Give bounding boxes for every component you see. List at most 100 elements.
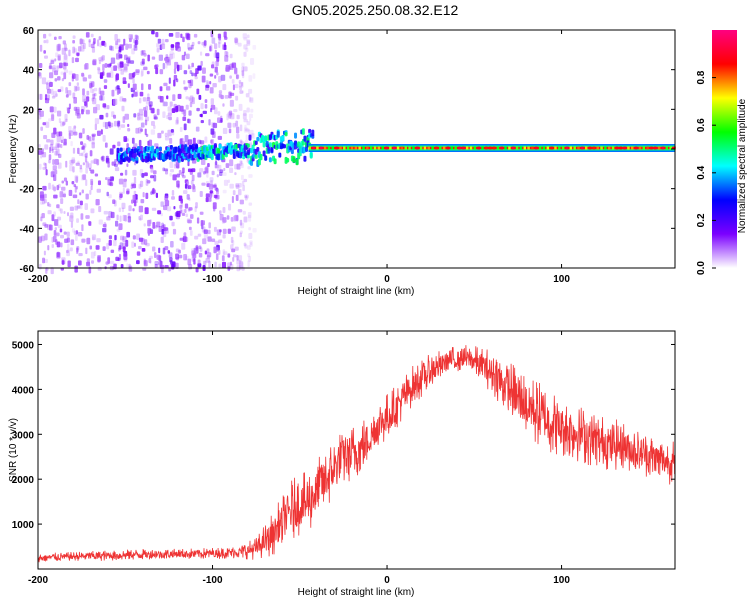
noise-cell (153, 116, 158, 120)
noise-cell (209, 190, 213, 194)
noise-cell (212, 202, 217, 210)
noise-cell (144, 119, 148, 126)
noise-cell (78, 152, 83, 157)
noise-cell (104, 121, 109, 129)
noise-cell (124, 214, 128, 222)
noise-cell (96, 238, 101, 243)
noise-cell (235, 126, 240, 134)
noise-cell (53, 106, 57, 113)
noise-cell (237, 42, 242, 47)
noise-cell (180, 198, 183, 204)
noise-cell (113, 120, 117, 127)
noise-cell (187, 139, 193, 145)
noise-cell (63, 55, 68, 63)
noise-cell (178, 254, 183, 259)
noise-cell (92, 41, 96, 45)
carrier-cell (592, 146, 596, 150)
noise-cell (164, 200, 170, 207)
noise-cell (105, 261, 109, 265)
noise-cell (113, 98, 118, 106)
noise-cell (79, 164, 83, 170)
noise-cell (61, 78, 64, 82)
noise-cell (189, 230, 193, 236)
carrier-cell (369, 146, 373, 150)
noise-cell (150, 129, 156, 135)
noise-cell (199, 113, 203, 118)
noise-cell (133, 190, 137, 195)
carrier-cell (504, 146, 507, 150)
noise-cell (162, 167, 166, 172)
noise-cell (248, 96, 252, 102)
noise-cell (235, 74, 240, 79)
band-cell (259, 153, 263, 161)
carrier-cell (412, 146, 415, 150)
noise-cell (217, 117, 221, 124)
noise-cell (201, 182, 206, 186)
noise-cell (118, 245, 122, 250)
noise-cell (249, 129, 254, 136)
noise-cell (239, 232, 242, 238)
noise-cell (187, 185, 192, 190)
noise-cell (189, 95, 194, 103)
noise-cell (137, 112, 140, 117)
noise-cell (135, 69, 140, 73)
noise-cell (102, 134, 106, 142)
noise-cell (188, 97, 191, 101)
carrier-cell (408, 146, 411, 150)
noise-cell (179, 126, 183, 133)
carrier-core (308, 146, 675, 150)
noise-cell (200, 119, 204, 124)
noise-cell (198, 252, 203, 258)
noise-cell (235, 120, 239, 127)
noise-cell (43, 250, 46, 256)
band-cell (262, 141, 266, 148)
noise-cell (86, 135, 90, 140)
noise-cell (153, 125, 156, 129)
noise-cell (45, 39, 49, 44)
noise-cell (145, 133, 149, 138)
noise-cell (134, 34, 138, 40)
noise-cell (219, 210, 222, 215)
noise-cell (239, 219, 243, 226)
noise-cell (252, 228, 257, 233)
noise-cell (108, 235, 113, 240)
noise-cell (41, 77, 47, 85)
noise-cell (86, 90, 90, 96)
noise-cell (201, 75, 206, 83)
snr-series-line (37, 345, 676, 563)
noise-cell (75, 162, 80, 166)
noise-cell (182, 116, 187, 121)
noise-cell (218, 41, 221, 48)
noise-cell (123, 252, 128, 260)
noise-cell (76, 52, 80, 57)
noise-cell (167, 250, 171, 254)
noise-cell (94, 118, 100, 125)
noise-cell (43, 135, 48, 140)
noise-cell (57, 54, 61, 61)
noise-cell (61, 180, 65, 184)
noise-cell (151, 207, 157, 211)
noise-cell (102, 64, 105, 71)
carrier-cell (642, 146, 646, 150)
noise-cell (181, 54, 186, 61)
noise-cell (227, 266, 231, 271)
noise-cell (54, 169, 58, 175)
noise-cell (70, 159, 76, 164)
noise-cell (207, 162, 210, 168)
noise-cell (175, 248, 180, 253)
noise-cell (98, 87, 101, 95)
noise-cell (109, 176, 114, 182)
noise-cell (72, 147, 76, 154)
noise-cell (209, 191, 213, 199)
noise-cell (176, 173, 180, 178)
noise-cell (230, 217, 234, 222)
noise-cell (193, 252, 197, 259)
noise-cell (49, 106, 54, 113)
carrier-cell (465, 146, 469, 150)
noise-cell (223, 179, 229, 186)
noise-cell (64, 47, 68, 52)
noise-cell (236, 215, 239, 222)
noise-cell (162, 230, 167, 238)
noise-cell (244, 195, 248, 201)
noise-cell (160, 43, 166, 50)
